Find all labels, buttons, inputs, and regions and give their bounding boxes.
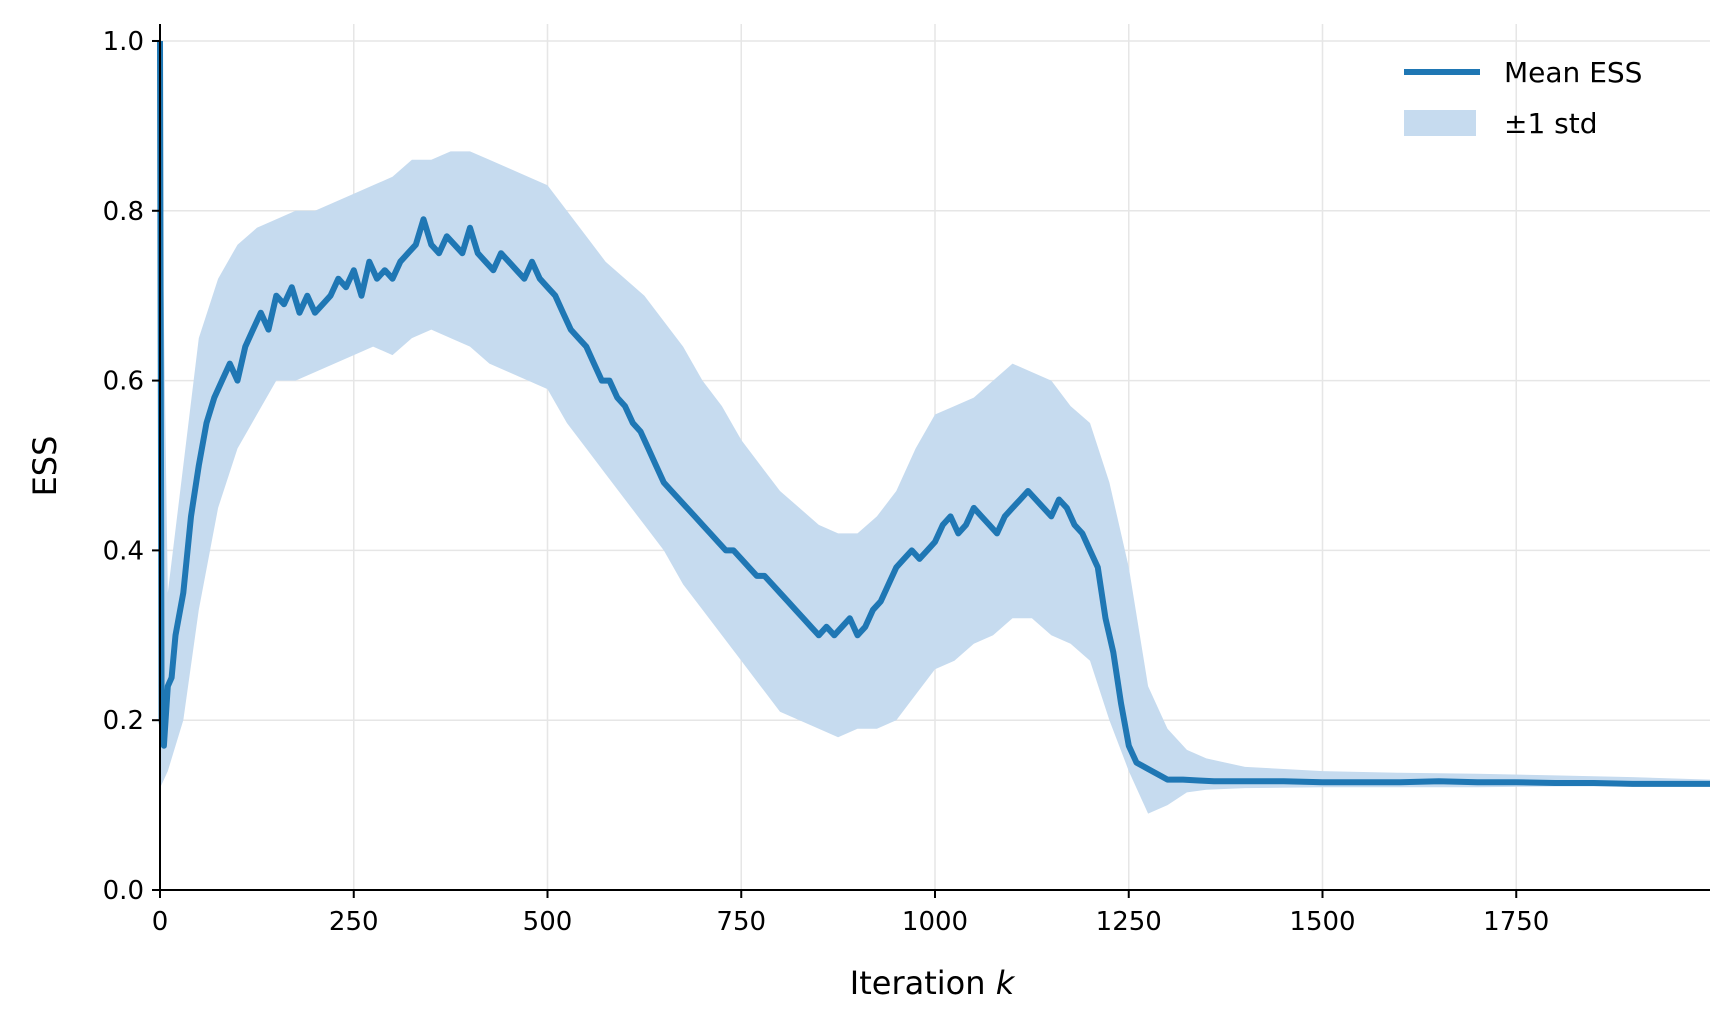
x-tick-label: 1250: [1096, 907, 1162, 937]
y-tick-label: 0.2: [103, 706, 144, 736]
std-band: [160, 41, 1710, 814]
y-tick-label: 1.0: [103, 27, 144, 57]
y-axis-label: ESS: [26, 436, 64, 497]
legend-std-swatch: [1404, 110, 1476, 136]
x-tick-label: 500: [523, 907, 573, 937]
grid-lines: [159, 24, 1710, 891]
x-tick-label: 1500: [1289, 907, 1355, 937]
y-tick-label: 0.8: [103, 197, 144, 227]
legend-mean-ess-label: Mean ESS: [1504, 56, 1642, 89]
x-axis-label-text: Iteration: [850, 964, 996, 1002]
legend: Mean ESS ±1 std: [1404, 56, 1642, 140]
x-tick-label: 0: [152, 907, 169, 937]
x-tick-label: 750: [716, 907, 766, 937]
x-axis-label-variable: k: [996, 964, 1016, 1002]
y-tick-label: 0.0: [103, 876, 144, 906]
x-tick-label: 250: [329, 907, 379, 937]
y-tick-label: 0.4: [103, 536, 144, 566]
mean-ess-line: [157, 40, 1710, 787]
y-axis-ticks: 0.0 0.2 0.4 0.6 0.8 1.0: [103, 27, 160, 906]
x-axis-label: Iteration k: [850, 964, 1016, 1002]
legend-std-label: ±1 std: [1504, 107, 1598, 140]
x-tick-label: 1750: [1483, 907, 1549, 937]
x-tick-label: 1000: [902, 907, 968, 937]
y-tick-label: 0.6: [103, 367, 144, 397]
x-axis-ticks: 0 250 500 750 1000 1250 1500 1750: [152, 890, 1549, 937]
